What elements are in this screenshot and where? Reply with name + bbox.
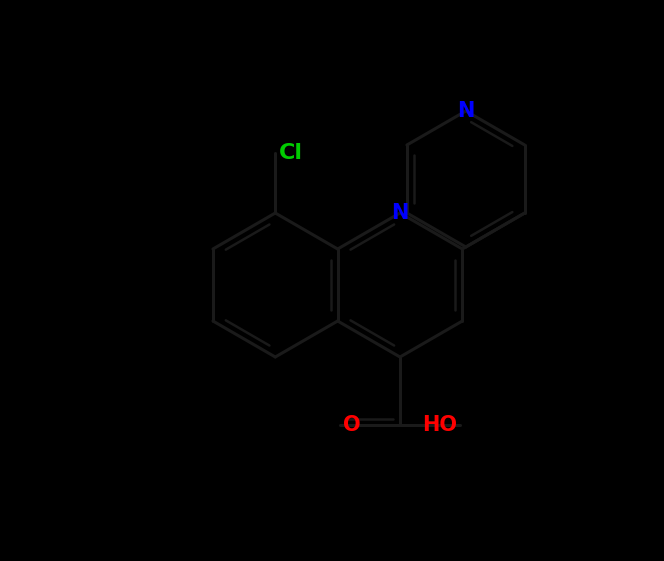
Text: HO: HO xyxy=(422,415,457,435)
Text: O: O xyxy=(343,415,361,435)
Text: Cl: Cl xyxy=(280,143,303,163)
Text: N: N xyxy=(457,101,475,121)
Text: N: N xyxy=(391,203,408,223)
